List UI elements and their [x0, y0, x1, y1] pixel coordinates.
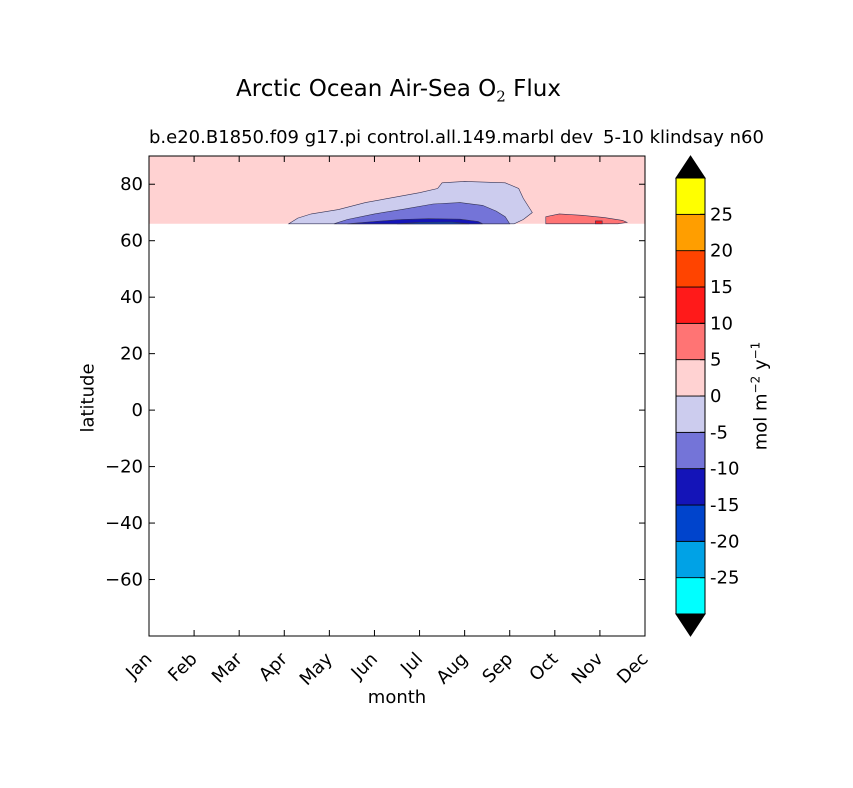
y-tick-label: −20 — [105, 457, 143, 478]
colorbar-segment — [675, 468, 706, 506]
colorbar-segment — [675, 504, 706, 542]
colorbar-tick-label: 5 — [710, 350, 721, 371]
colorbar-segment — [675, 250, 706, 288]
x-tick-label: Apr — [255, 648, 292, 685]
colorbar-segment — [675, 431, 706, 470]
colorbar-tick-label: 20 — [710, 241, 733, 262]
x-tick-label: Jun — [347, 649, 382, 684]
y-tick-label: 20 — [120, 344, 143, 365]
y-tick-label: −40 — [105, 513, 143, 534]
x-tick-label: May — [296, 648, 337, 689]
y-tick-label: −60 — [105, 570, 143, 591]
x-axis-label: month — [367, 687, 427, 708]
colorbar-tick-label: 10 — [710, 313, 733, 334]
y-tick-label: 40 — [120, 287, 143, 308]
colorbar-tick-label: -20 — [710, 531, 739, 552]
colorbar-segment — [675, 286, 706, 324]
colorbar-segment — [675, 395, 706, 433]
x-tick-label: Aug — [432, 649, 472, 689]
colorbar-segment — [675, 540, 706, 579]
x-tick-label: Nov — [568, 648, 608, 688]
contour-region — [396, 221, 470, 225]
contour-region — [333, 202, 511, 225]
colorbar-tick-label: 15 — [710, 277, 733, 298]
colorbar-tick-label: -25 — [710, 568, 739, 589]
x-tick-label: Jan — [121, 649, 156, 684]
chart-title: Arctic Ocean Air-Sea O2 Flux — [236, 76, 561, 106]
colorbar-tick-label: -5 — [710, 422, 728, 443]
colorbar-segment — [675, 359, 706, 397]
contour-region — [595, 220, 603, 225]
colorbar-segment — [675, 322, 706, 361]
y-tick-label: 60 — [120, 231, 143, 252]
plot-frame — [148, 155, 646, 637]
colorbar-tick-label: 25 — [710, 204, 733, 225]
y-tick-label: 80 — [120, 174, 143, 195]
chart-subtitle-right: 5-10 klindsay n60 — [603, 127, 764, 148]
x-tick-label: Sep — [478, 649, 517, 688]
colorbar-tick-label: 0 — [710, 386, 721, 407]
x-tick-label: Feb — [164, 649, 201, 686]
colorbar-segment — [675, 177, 706, 215]
colorbar-segment — [675, 213, 706, 252]
y-tick-label: 0 — [132, 400, 143, 421]
colorbar-segment — [675, 577, 706, 615]
x-tick-label: Jul — [396, 649, 427, 680]
chart-subtitle-left: b.e20.B1850.f09 g17.pi control.all.149.m… — [149, 127, 594, 148]
contour-region — [545, 213, 629, 225]
colorbar-extend-under — [675, 613, 706, 637]
colorbar-tick-label: -15 — [710, 495, 739, 516]
colorbar-extend-over — [675, 155, 706, 179]
colorbar-tick-label: -10 — [710, 459, 739, 480]
x-tick-label: Dec — [613, 649, 652, 688]
x-tick-label: Oct — [525, 649, 562, 686]
x-tick-label: Mar — [208, 648, 247, 687]
